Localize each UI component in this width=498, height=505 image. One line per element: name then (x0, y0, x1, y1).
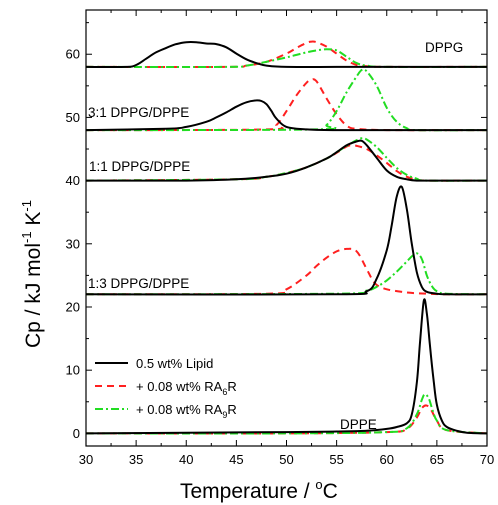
legend-label-ra9r: + 0.08 wt% RA9R (136, 402, 237, 420)
y-axis-title: Cp / kJ mol-1 K-1 (19, 200, 45, 348)
x-tick-label: 45 (229, 452, 243, 467)
plot-frame (85, 9, 488, 447)
x-tick-label: 65 (430, 452, 444, 467)
tick-labels: 30 35 40 45 50 55 60 65 70 0 10 20 30 40 50 60 (66, 47, 495, 467)
y-tick-label: 50 (66, 110, 80, 125)
curve-ra9r-3-1-dppg-dppe (85, 68, 488, 132)
y-tick-label: 30 (66, 236, 80, 251)
y-tick-label: 60 (66, 47, 80, 62)
x-tick-label: 40 (179, 452, 193, 467)
legend-label-lipid: 0.5 wt% Lipid (136, 356, 213, 371)
x-tick-label: 70 (480, 452, 494, 467)
x-tick-label: 60 (380, 452, 394, 467)
curve-ra6r-1-1-dppg-dppe (85, 144, 488, 182)
x-tick-label: 55 (329, 452, 343, 467)
curve-ra9r-dppe (85, 393, 488, 435)
curve-lipid-1-1-dppg-dppe (85, 139, 487, 182)
curve-lipid-dppg (85, 41, 487, 69)
y-tick-label: 10 (66, 363, 80, 378)
annotation-dppg: DPPG (425, 40, 463, 55)
x-tick-label: 35 (129, 452, 143, 467)
curve-ra9r-1-3-dppg-dppe (85, 252, 488, 296)
annotation-3-1-mix: 3:1 DPPG/DPPE (88, 105, 189, 120)
y-tick-label: 20 (66, 299, 80, 314)
annotation-dppe: DPPE (340, 417, 377, 432)
legend-label-ra6r: + 0.08 wt% RA6R (136, 379, 237, 397)
legend: 0.5 wt% Lipid + 0.08 wt% RA6R + 0.08 wt%… (95, 356, 237, 420)
y-tick-label: 40 (66, 173, 80, 188)
curve-ra6r-1-3-dppg-dppe (85, 247, 488, 296)
curve-ra6r-3-1-dppg-dppe (85, 78, 488, 132)
curve-lipid-1-3-dppg-dppe (85, 185, 488, 296)
curve-ra9r-1-1-dppg-dppe (85, 137, 488, 182)
y-tick-label: 0 (73, 426, 80, 441)
curve-lipid-dppe (85, 298, 488, 435)
annotation-1-1-mix: 1:1 DPPG/DPPE (89, 159, 190, 174)
curve-lipid-3-1-dppg-dppe (85, 99, 487, 132)
annotation-1-3-mix: 1:3 DPPG/DPPE (88, 276, 189, 291)
x-tick-label: 50 (279, 452, 293, 467)
x-axis-title: Temperature / oC (180, 477, 338, 503)
x-tick-label: 30 (79, 452, 93, 467)
curve-ra9r-dppg (85, 48, 488, 68)
plot-curves (85, 40, 488, 435)
